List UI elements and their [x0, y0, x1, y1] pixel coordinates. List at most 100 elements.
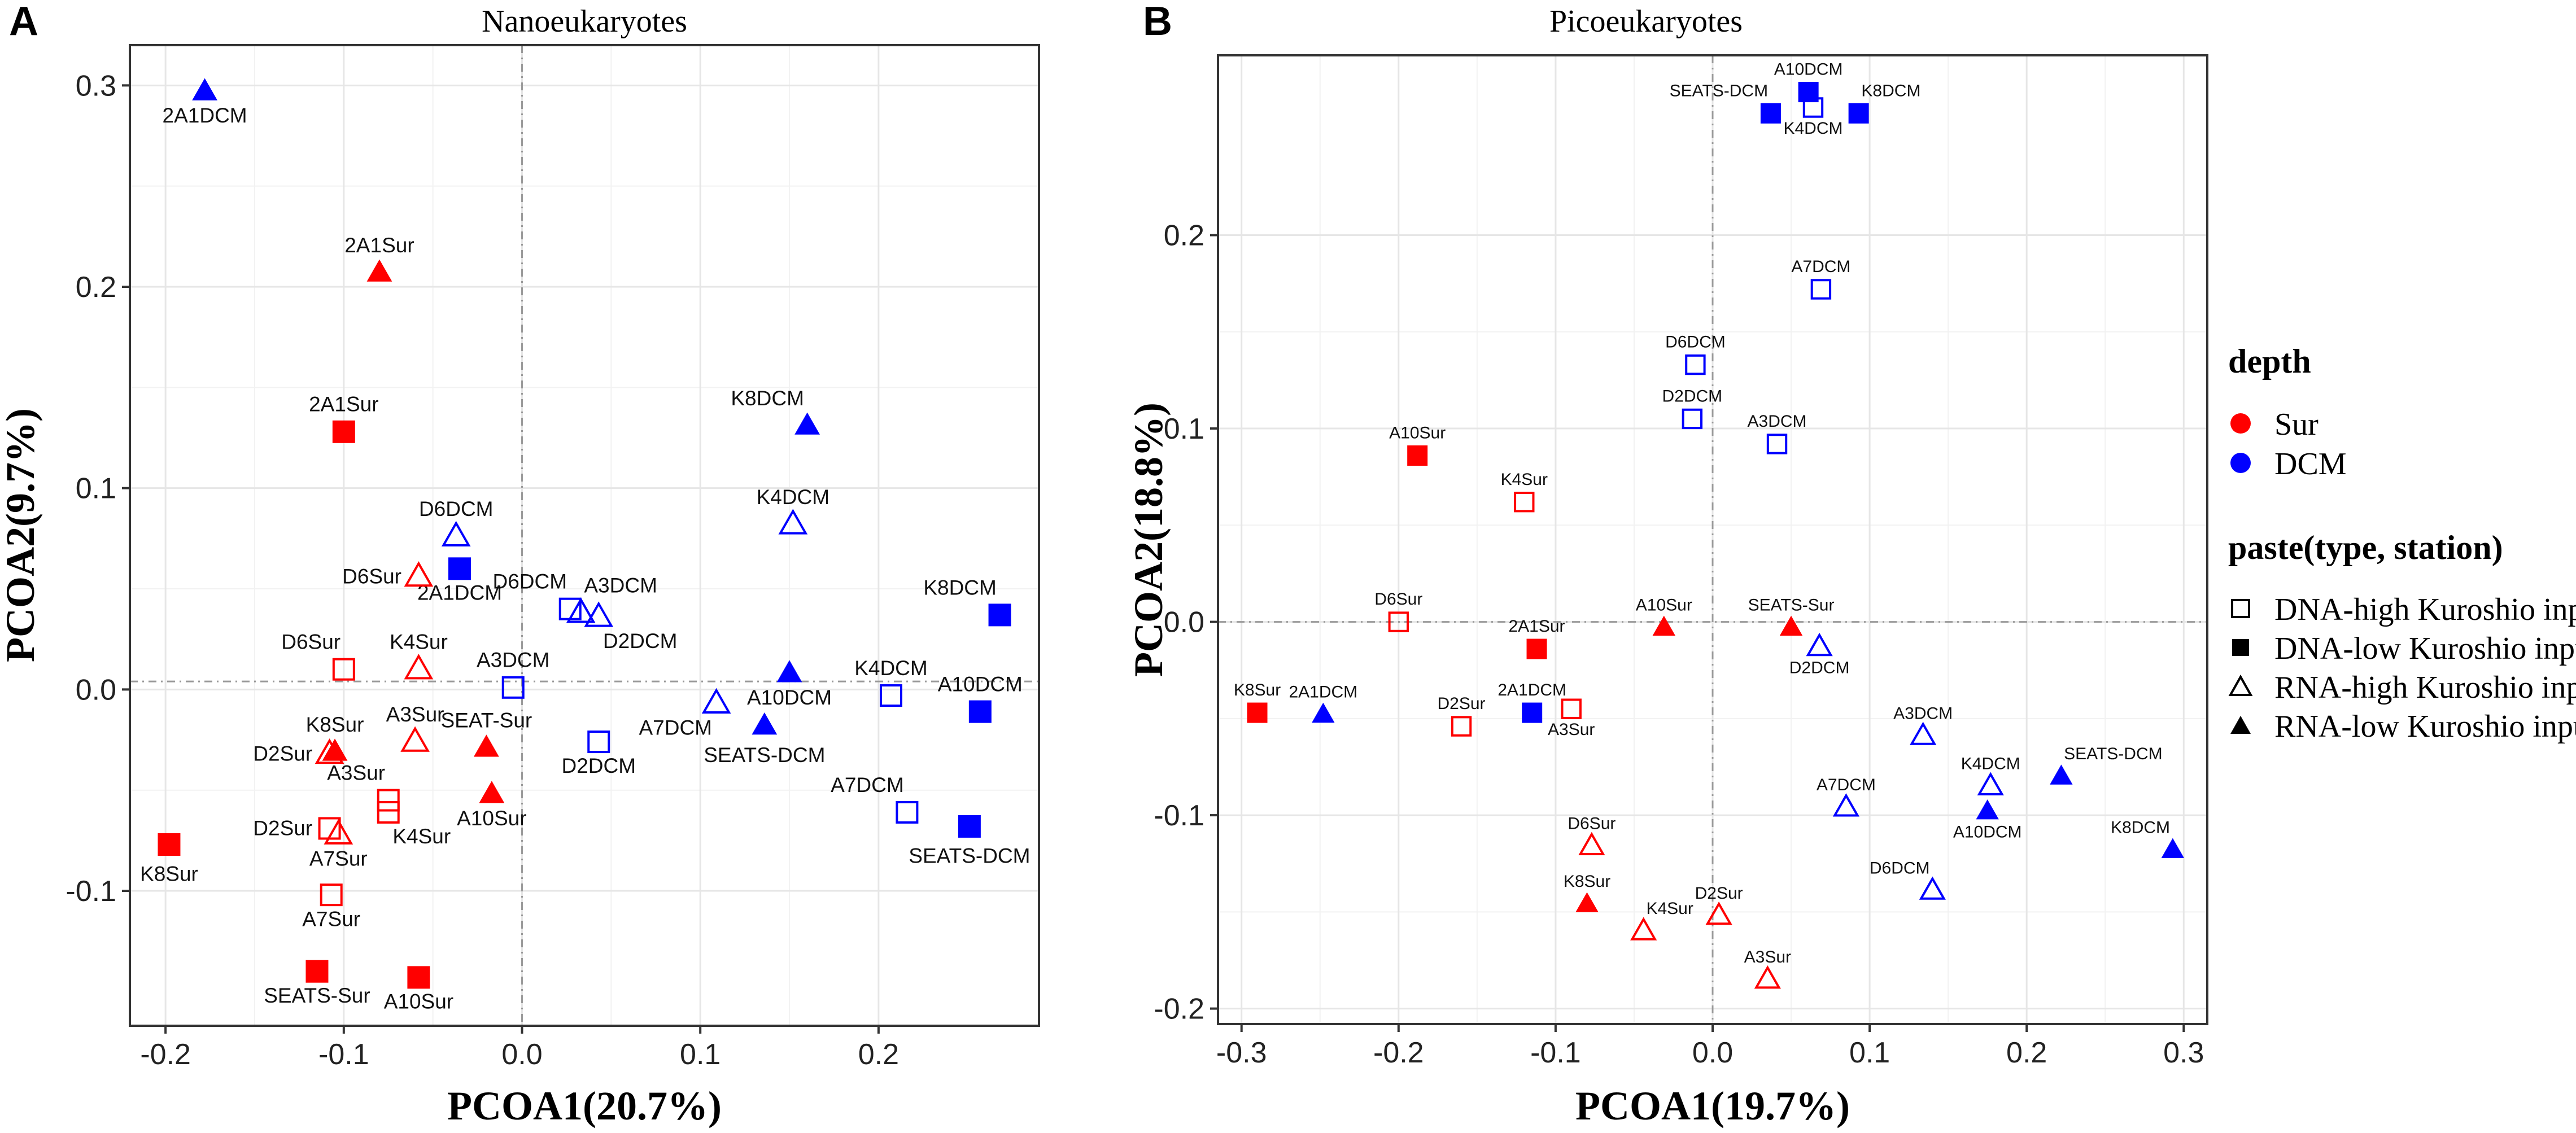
y-tick-label: 0.1 — [1164, 413, 1204, 445]
legend: depth Sur DCM paste(type, station) DNA-h… — [2228, 343, 2576, 744]
point-label: K4Sur — [390, 631, 448, 654]
point-label: D6DCM — [1870, 859, 1930, 877]
point-k4dcm-square-open — [1802, 97, 1824, 118]
point-d2sur-triangle-open — [315, 738, 344, 764]
panel-a-grid — [130, 45, 1039, 1026]
point-seats-dcm-triangle-filled — [2050, 764, 2073, 785]
point-a3dcm-square-open — [1766, 434, 1788, 454]
point-2a1dcm-square-filled — [448, 557, 471, 580]
x-tick-label: 0.0 — [501, 1038, 542, 1071]
point-label: K8Sur — [1564, 872, 1610, 891]
point-label: D2DCM — [561, 754, 636, 777]
point-k4sur-triangle-open — [404, 654, 434, 680]
point-label: K8DCM — [923, 576, 997, 599]
panel-b-x-axis-title: PCOA1(19.7%) — [1575, 1083, 1850, 1128]
y-tick-label: 0.1 — [76, 473, 116, 505]
point-label: K8DCM — [1861, 81, 1920, 100]
legend-rna-low-label: RNA-low Kuroshio input — [2274, 709, 2576, 744]
point-label: A10Sur — [1636, 596, 1692, 614]
point-label: A7Sur — [302, 907, 360, 930]
point-k4sur-triangle-open — [1630, 917, 1657, 940]
point-a10dcm-triangle-filled — [776, 660, 802, 683]
point-label: A10DCM — [747, 686, 832, 709]
point-label: A10DCM — [1953, 823, 2022, 842]
point-a7sur-square-open — [320, 883, 343, 907]
point-a10dcm-triangle-filled — [1976, 799, 1999, 820]
point-d6dcm-triangle-open — [1919, 876, 1946, 900]
point-a10sur-square-filled — [1407, 445, 1428, 466]
point-label: 2A1DCM — [1289, 683, 1357, 702]
point-label: K8Sur — [1234, 681, 1281, 699]
point-label: K8DCM — [731, 387, 804, 410]
y-tick-label: 0.2 — [76, 271, 116, 304]
point-d2dcm-square-open — [1682, 408, 1703, 430]
point-label: A10Sur — [384, 990, 453, 1013]
point-label: D2Sur — [1695, 884, 1743, 903]
point-seats-sur-square-filled — [305, 960, 329, 983]
point-label: A3DCM — [584, 574, 657, 597]
y-tick-label: -0.1 — [66, 875, 116, 908]
point-a10sur-triangle-filled — [1652, 615, 1675, 636]
point-a10dcm-square-filled — [968, 700, 992, 723]
point-seats-dcm-square-filled — [1760, 103, 1781, 124]
point-label: A10DCM — [938, 672, 1023, 695]
point-label: D6DCM — [492, 570, 567, 593]
panel-a-zero-lines — [130, 45, 1039, 1026]
point-label: A3Sur — [1744, 948, 1791, 966]
point-2a1dcm-triangle-filled — [192, 78, 217, 100]
point-d6dcm-square-open — [1685, 354, 1706, 375]
point-d6sur-triangle-open — [404, 561, 434, 587]
point-label: 2A1Sur — [344, 234, 414, 257]
point-d2dcm-triangle-open — [584, 601, 614, 627]
point-k8sur-square-filled — [158, 833, 181, 856]
point-label: D6DCM — [1665, 333, 1726, 352]
panel-a-letter: A — [9, 0, 38, 44]
legend-sur-swatch — [2230, 413, 2251, 434]
point-label: A3DCM — [1748, 412, 1807, 431]
point-label: SEATS-DCM — [909, 844, 1030, 867]
y-tick-label: -0.2 — [1154, 993, 1204, 1026]
panel-a-ticks: -0.2 -0.1 0.0 0.1 0.2 -0.1 0.0 0.1 0.2 0.3 — [66, 69, 899, 1071]
point-label: K8Sur — [140, 863, 198, 886]
point-label: K4DCM — [1961, 754, 2020, 773]
point-label: A10DCM — [1774, 60, 1843, 79]
point-d2dcm-triangle-open — [1806, 632, 1833, 657]
x-tick-label: -0.1 — [318, 1038, 369, 1071]
x-tick-label: 0.0 — [1692, 1036, 1733, 1069]
panel-a-y-axis-title: PCOA2(9.7%) — [0, 408, 43, 662]
legend-dna-high-label: DNA-high Kuroshio input — [2274, 592, 2576, 627]
point-label: K4DCM — [757, 485, 830, 509]
point-label: K4DCM — [854, 657, 928, 680]
legend-depth-title: depth — [2228, 343, 2311, 380]
legend-dcm-label: DCM — [2274, 447, 2347, 482]
point-a7dcm-triangle-open — [1832, 793, 1859, 817]
point-k4dcm-triangle-open — [1977, 772, 2004, 795]
panel-a-title: Nanoeukaryotes — [482, 4, 687, 39]
point-a3sur-square-open — [377, 789, 400, 812]
panel-b-title: Picoeukaryotes — [1549, 4, 1743, 39]
point-label: A7DCM — [1817, 776, 1876, 794]
point-a10sur-square-filled — [407, 966, 430, 989]
x-tick-label: 0.3 — [2163, 1036, 2204, 1069]
point-label: D2Sur — [1438, 694, 1486, 713]
point-label: A10Sur — [457, 807, 526, 830]
panel-a: A Nanoeukaryotes 2A1DCM 2A1Sur 2A1Sur K8DCM… — [0, 0, 1040, 1128]
panel-a-x-axis-title: PCOA1(20.7%) — [447, 1083, 722, 1128]
point-label: A3DCM — [1893, 704, 1953, 723]
point-a3sur-square-open — [1561, 698, 1582, 719]
point-a3dcm-triangle-open — [1910, 721, 1937, 745]
point-k8sur-square-filled — [1247, 702, 1268, 723]
point-a7dcm-square-open — [896, 800, 919, 824]
point-label: SEATS-Sur — [264, 984, 370, 1007]
x-tick-label: -0.2 — [1373, 1036, 1424, 1069]
legend-type-title: paste(type, station) — [2228, 529, 2503, 566]
point-label: D2DCM — [1662, 387, 1723, 406]
point-seats-dcm-square-filled — [958, 815, 981, 838]
point-label: A3DCM — [477, 649, 550, 672]
panel-b-y-axis-title: PCOA2(18.8%) — [1126, 403, 1171, 677]
legend-triangle-open-icon — [2228, 674, 2253, 696]
point-k4sur-square-open — [1514, 492, 1535, 513]
point-label: A7DCM — [639, 716, 712, 739]
